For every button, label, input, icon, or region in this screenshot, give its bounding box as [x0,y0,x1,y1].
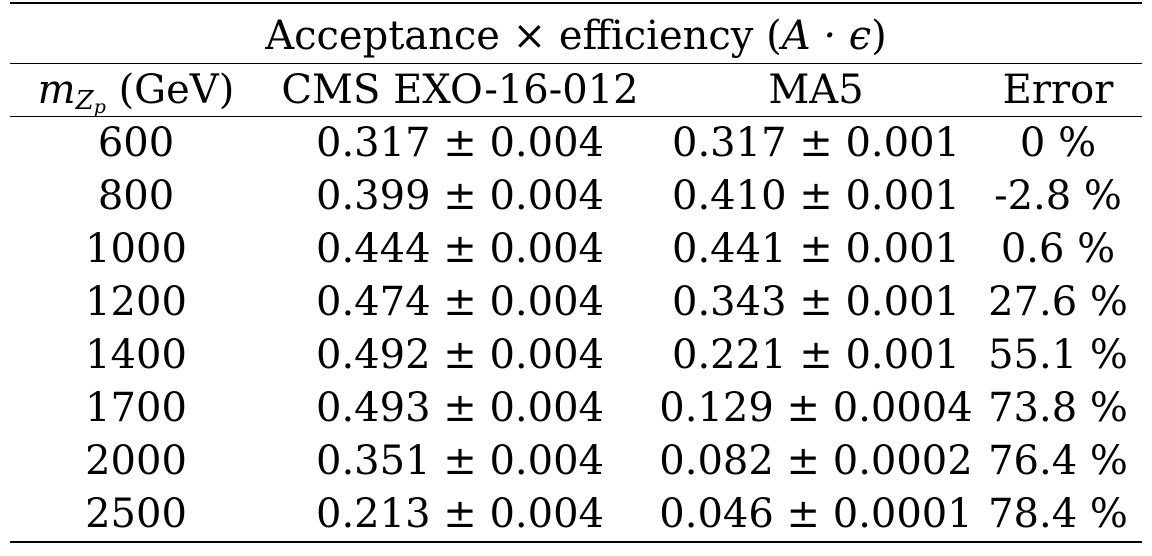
mass-sub-z: Z [75,86,94,116]
mass-unit: (GeV) [118,67,235,113]
cell-mass: 1000 [85,226,187,272]
caption-suffix: ) [871,13,887,59]
header-cms: CMS EXO-16-012 [281,67,639,113]
cell-cms: 0.492 ± 0.004 [316,332,604,378]
cell-ma5: 0.410 ± 0.001 [672,173,960,219]
header-rule [10,116,1142,117]
cell-error: 73.8 % [988,385,1128,431]
cell-cms: 0.351 ± 0.004 [316,438,604,484]
mass-sub-p: p [93,96,106,118]
cell-ma5: 0.129 ± 0.0004 [659,385,973,431]
cell-error: 0.6 % [1000,226,1116,272]
mass-symbol: m [37,67,76,113]
cell-cms: 0.399 ± 0.004 [316,173,604,219]
table-row: 1400 0.492 ± 0.004 0.221 ± 0.001 55.1 % [10,329,1142,382]
table-header-row: mZp (GeV) CMS EXO-16-012 MA5 Error [10,64,1142,118]
table-row: 1200 0.474 ± 0.004 0.343 ± 0.001 27.6 % [10,276,1142,329]
cell-error: 0 % [1019,120,1097,166]
cell-error: 55.1 % [988,332,1128,378]
cell-cms: 0.213 ± 0.004 [316,491,604,537]
header-ma5: MA5 [768,67,864,113]
cell-error: 27.6 % [988,279,1128,325]
cell-error: 76.4 % [988,438,1128,484]
table-row: 1700 0.493 ± 0.004 0.129 ± 0.0004 73.8 % [10,382,1142,435]
table-body: 600 0.317 ± 0.004 0.317 ± 0.001 0 % 800 … [0,117,1152,541]
cell-cms: 0.317 ± 0.004 [316,120,604,166]
caption-symbol: A · ϵ [781,13,872,59]
table-bottom-rule [10,541,1142,543]
table-row: 2500 0.213 ± 0.004 0.046 ± 0.0001 78.4 % [10,488,1142,541]
cell-cms: 0.493 ± 0.004 [316,385,604,431]
cell-mass: 600 [97,120,175,166]
cell-mass: 1700 [85,385,187,431]
table-row: 1000 0.444 ± 0.004 0.441 ± 0.001 0.6 % [10,223,1142,276]
caption-prefix: Acceptance × efficiency ( [265,13,782,59]
table-row: 600 0.317 ± 0.004 0.317 ± 0.001 0 % [10,117,1142,170]
cell-error: 78.4 % [988,491,1128,537]
cell-ma5: 0.221 ± 0.001 [672,332,960,378]
cell-mass: 1200 [85,279,187,325]
table-row: 2000 0.351 ± 0.004 0.082 ± 0.0002 76.4 % [10,435,1142,488]
table-top-rule [10,2,1142,4]
cell-mass: 1400 [85,332,187,378]
cell-cms: 0.474 ± 0.004 [316,279,604,325]
table-caption: Acceptance × efficiency (A · ϵ) [0,10,1152,62]
cell-ma5: 0.082 ± 0.0002 [659,438,973,484]
cell-mass: 2500 [85,491,187,537]
cell-mass: 800 [97,173,175,219]
cell-ma5: 0.046 ± 0.0001 [659,491,973,537]
cell-ma5: 0.343 ± 0.001 [672,279,960,325]
table-row: 800 0.399 ± 0.004 0.410 ± 0.001 -2.8 % [10,170,1142,223]
cell-mass: 2000 [85,438,187,484]
cell-cms: 0.444 ± 0.004 [316,226,604,272]
header-mass: mZp (GeV) [10,64,262,118]
header-error: Error [1002,67,1114,113]
mass-subscript: Zp [75,86,106,118]
caption-rule [10,63,1142,64]
cell-ma5: 0.317 ± 0.001 [672,120,960,166]
cell-error: -2.8 % [994,173,1122,219]
cell-ma5: 0.441 ± 0.001 [672,226,960,272]
